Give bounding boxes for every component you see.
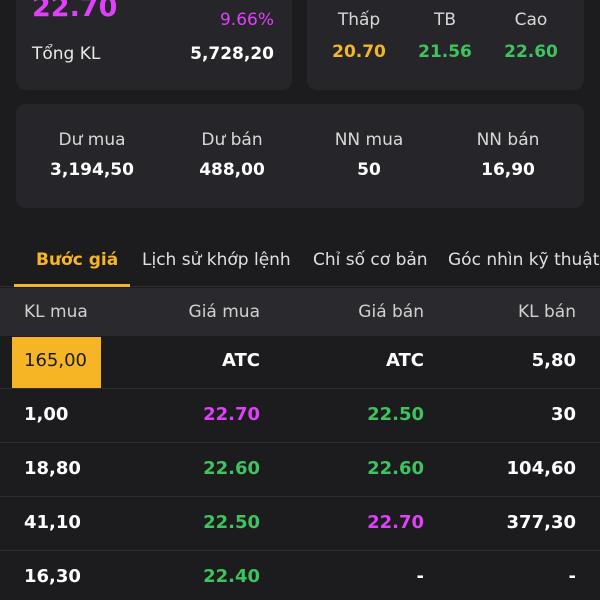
range-low-value: 20.70	[332, 42, 386, 62]
ask-price-cell: ATC	[385, 350, 424, 371]
range-avg-label: TB	[433, 10, 457, 30]
header-bid-price: Giá mua	[188, 302, 260, 322]
current-price: 22.70	[32, 0, 118, 23]
table-row: 18,80 22.60 22.60 104,60	[0, 444, 600, 497]
header-ask-price: Giá bán	[358, 302, 424, 322]
active-tab-indicator	[14, 284, 130, 287]
range-high-value: 22.60	[504, 42, 558, 62]
bid-volume-cell: 41,10	[24, 512, 81, 533]
table-row: 16,30 22.40 - -	[0, 552, 600, 600]
order-depth-card: Dư mua 3,194,50 Dư bán 488,00 NN mua 50 …	[16, 104, 584, 208]
depth-foreign-buy-value: 50	[357, 160, 381, 180]
ask-volume-cell: 5,80	[531, 350, 576, 371]
depth-ask-remaining-value: 488,00	[199, 160, 265, 180]
bid-volume-cell: 16,30	[24, 566, 81, 587]
order-book-header: KL mua Giá mua Giá bán KL bán	[0, 288, 600, 336]
depth-bid-remaining-label: Dư mua	[58, 130, 126, 150]
table-row: 41,10 22.50 22.70 377,30	[0, 498, 600, 551]
depth-foreign-sell-label: NN bán	[476, 130, 540, 150]
bid-price-cell: 22.50	[203, 512, 260, 533]
ask-price-cell: -	[416, 566, 424, 587]
bid-price-cell: ATC	[221, 350, 260, 371]
tab-price-steps[interactable]: Bước giá	[36, 250, 119, 270]
total-volume-label: Tổng KL	[32, 44, 101, 64]
bid-volume-highlight	[12, 337, 101, 388]
tab-match-history[interactable]: Lịch sử khớp lệnh	[142, 250, 291, 270]
header-bid-volume: KL mua	[24, 302, 88, 322]
bid-volume-cell: 1,00	[24, 404, 69, 425]
price-summary-card: 22.70 9.66% Tổng KL 5,728,20	[16, 0, 292, 90]
bid-volume-cell: 18,80	[24, 458, 81, 479]
detail-tabs: Bước giá Lịch sử khớp lệnh Chỉ số cơ bản…	[0, 232, 600, 287]
depth-foreign-buy: NN mua 50	[309, 130, 429, 180]
ask-price-cell: 22.60	[367, 458, 424, 479]
ask-volume-cell: 104,60	[506, 458, 576, 479]
bid-price-cell: 22.40	[203, 566, 260, 587]
header-ask-volume: KL bán	[517, 302, 576, 322]
range-high-label: Cao	[514, 10, 548, 30]
bid-volume-cell: 165,00	[24, 350, 87, 371]
range-low-label: Thấp	[337, 10, 381, 30]
ask-volume-cell: 30	[550, 404, 576, 425]
range-high: Cao 22.60	[491, 10, 571, 62]
price-change-percent: 9.66%	[219, 10, 274, 30]
bid-price-cell: 22.70	[203, 404, 260, 425]
table-row: 1,00 22.70 22.50 30	[0, 390, 600, 443]
ask-price-cell: 22.70	[367, 512, 424, 533]
depth-bid-remaining-value: 3,194,50	[50, 160, 134, 180]
price-range-card: Thấp 20.70 TB 21.56 Cao 22.60	[307, 0, 584, 90]
depth-bid-remaining: Dư mua 3,194,50	[32, 130, 152, 180]
range-low: Thấp 20.70	[319, 10, 399, 62]
table-row: 165,00 ATC ATC 5,80	[0, 336, 600, 389]
ask-volume-cell: -	[568, 566, 576, 587]
tab-fundamentals[interactable]: Chỉ số cơ bản	[313, 250, 428, 270]
tab-technical-view[interactable]: Góc nhìn kỹ thuật	[448, 250, 600, 270]
depth-ask-remaining: Dư bán 488,00	[172, 130, 292, 180]
depth-foreign-buy-label: NN mua	[334, 130, 404, 150]
depth-foreign-sell: NN bán 16,90	[448, 130, 568, 180]
range-avg: TB 21.56	[405, 10, 485, 62]
depth-ask-remaining-label: Dư bán	[201, 130, 263, 150]
depth-foreign-sell-value: 16,90	[481, 160, 535, 180]
ask-volume-cell: 377,30	[506, 512, 576, 533]
bid-price-cell: 22.60	[203, 458, 260, 479]
ask-price-cell: 22.50	[367, 404, 424, 425]
total-volume-value: 5,728,20	[190, 44, 274, 64]
range-avg-value: 21.56	[418, 42, 472, 62]
